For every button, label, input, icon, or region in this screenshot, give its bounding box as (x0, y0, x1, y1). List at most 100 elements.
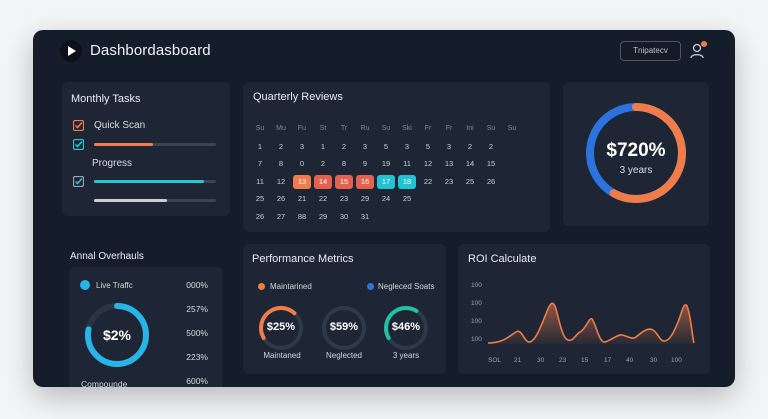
calendar-day[interactable]: 26 (276, 194, 286, 203)
monthly-tasks-title: Monthly Tasks (71, 93, 141, 105)
calendar-day[interactable]: 7 (257, 159, 263, 168)
weekday-header: Fr (445, 125, 453, 132)
donut-arc (586, 103, 686, 203)
task-label: Quick Scan (94, 120, 146, 131)
overhaul-value: $2% (102, 327, 132, 343)
calendar-day[interactable]: 12 (276, 176, 286, 186)
calendar-day[interactable]: 3 (404, 141, 410, 151)
calendar-day[interactable]: 25 (255, 194, 265, 203)
checkbox-progress[interactable] (73, 176, 84, 187)
dashboard-window: Dashbordasboard Tnipatecv Monthly Tasks … (33, 30, 735, 387)
legend-neglected: Negleced Soats (378, 282, 435, 291)
weekday-header: Ski (402, 125, 412, 132)
roi-x-tick: 100 (671, 357, 682, 364)
roi-title: ROI Calculate (468, 253, 537, 265)
calendar-day[interactable]: 29 (360, 194, 370, 203)
calendar-day[interactable]: 19 (381, 159, 391, 168)
calendar-day[interactable]: 2 (341, 141, 347, 151)
roi-y-tick: 100 (471, 336, 482, 343)
calendar-day[interactable]: 15 (486, 159, 496, 168)
calendar-day[interactable]: 30 (339, 211, 349, 221)
summary-value: $720% (606, 140, 666, 161)
roi-card: ROI Calculate 100 100 100 100 SOL 21 30 23 1… (458, 244, 710, 374)
calendar-day[interactable]: 13 (444, 159, 454, 168)
roi-x-tick: 40 (626, 357, 634, 364)
ring-label: 3 years (392, 351, 420, 360)
performance-card: Performance Metrics Maintarined Negleced… (243, 244, 446, 374)
weekday-header: Su (507, 125, 517, 132)
roi-area (488, 303, 694, 344)
calendar-day[interactable]: 9 (362, 159, 368, 168)
monthly-tasks-card: Monthly Tasks Quick Scan Progress (62, 82, 230, 216)
calendar-day[interactable]: 2 (467, 141, 473, 151)
calendar-day[interactable]: 8 (341, 159, 347, 168)
roi-x-tick: 17 (604, 357, 612, 364)
calendar-day[interactable]: 26 (255, 211, 265, 221)
checkbox-task-2[interactable] (73, 139, 84, 150)
calendar-day[interactable]: 11 (256, 176, 264, 186)
calendar-day[interactable]: 3 (299, 141, 305, 151)
calendar-day[interactable]: 31 (360, 211, 370, 221)
app-title: Dashbordasboard (90, 42, 211, 59)
calendar-day[interactable]: 16 (356, 174, 374, 189)
calendar-day[interactable]: 22 (318, 194, 328, 203)
calendar-day[interactable]: 2 (320, 159, 326, 168)
user-icon[interactable] (689, 42, 707, 60)
calendar-day[interactable]: 18 (398, 174, 416, 189)
overhaul-value-row: 223% (186, 352, 208, 362)
calendar-day[interactable]: 1 (320, 141, 326, 151)
calendar-day[interactable]: 29 (318, 211, 328, 221)
ring-label: Neglected (325, 351, 363, 360)
overhaul-label: Compounde (81, 379, 128, 387)
summary-card: $720% 3 years (563, 82, 709, 226)
ring-track (322, 306, 366, 350)
calendar-day[interactable]: 26 (486, 176, 496, 186)
notification-dot (701, 41, 707, 47)
annual-overhauls-title: Annal Overhauls (70, 251, 144, 262)
calendar-day[interactable]: 1 (257, 141, 263, 151)
roi-x-tick: 30 (537, 357, 545, 364)
overhaul-value-row: 000% (186, 280, 208, 290)
calendar-day[interactable]: 23 (444, 176, 454, 186)
calendar-day[interactable]: 21 (297, 194, 307, 203)
live-traffic-dot (80, 280, 90, 290)
weekday-header: Ini (466, 125, 474, 132)
task-label: Progress (92, 158, 133, 169)
calendar-day[interactable]: 15 (335, 174, 353, 189)
calendar-day[interactable]: 12 (423, 159, 433, 168)
ring-value: $59% (329, 321, 359, 333)
calendar-day[interactable]: 17 (377, 174, 395, 189)
summary-donut (586, 103, 686, 203)
calendar-day[interactable]: 5 (425, 141, 431, 151)
calendar-day[interactable]: 25 (465, 176, 475, 186)
calendar-day[interactable]: 25 (402, 194, 412, 203)
calendar-day[interactable]: 22 (423, 176, 433, 186)
calendar-day[interactable]: 0 (299, 159, 305, 168)
calendar-day[interactable]: 24 (381, 194, 391, 203)
summary-subtitle: 3 years (619, 165, 653, 176)
weekday-header: Tr (340, 125, 348, 132)
calendar-day[interactable]: 23 (339, 194, 349, 203)
overhaul-value-row: 257% (186, 304, 208, 314)
calendar-day[interactable]: 3 (446, 141, 452, 151)
roi-x-tick: 15 (581, 357, 589, 364)
calendar-day[interactable]: 3 (362, 141, 368, 151)
ring-arc (259, 306, 303, 350)
play-icon[interactable] (60, 40, 82, 62)
roi-y-tick: 100 (471, 282, 482, 289)
calendar-day[interactable]: 5 (383, 141, 389, 151)
calendar-day[interactable]: 14 (465, 159, 475, 168)
header-button[interactable]: Tnipatecv (620, 41, 681, 61)
calendar-day[interactable]: 2 (488, 141, 494, 151)
calendar-day[interactable]: 13 (293, 174, 311, 189)
calendar-day[interactable]: 8 (278, 159, 284, 168)
calendar-day[interactable]: 88 (297, 211, 307, 221)
calendar-day[interactable]: 27 (276, 211, 286, 221)
calendar-day[interactable]: 11 (403, 159, 411, 168)
ring-label: Maintaned (263, 351, 301, 360)
calendar-day[interactable]: 14 (314, 174, 332, 189)
calendar-day[interactable]: 2 (278, 141, 284, 151)
checkbox-quick-scan[interactable] (73, 120, 84, 131)
legend-label: Live Traffc (96, 281, 133, 290)
annual-overhauls-panel: Live Traffc $2% Compounde 000% 257% 500%… (69, 267, 223, 387)
